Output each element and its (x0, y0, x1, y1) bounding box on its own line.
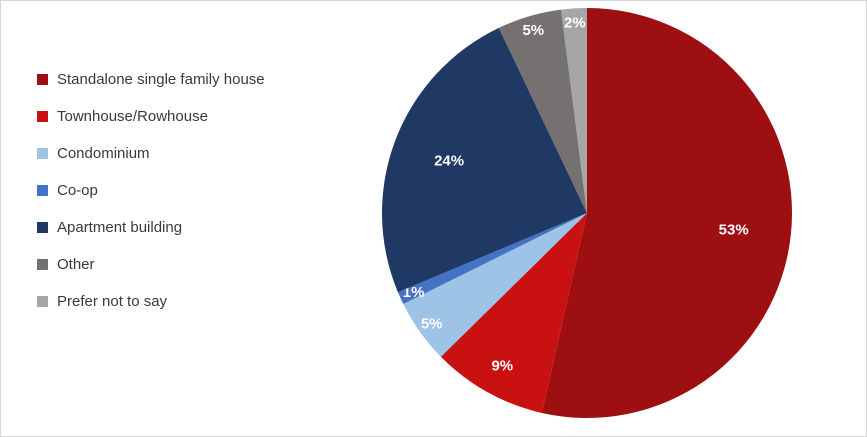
legend-item: Prefer not to say (37, 293, 265, 310)
slice-value-label: 53% (719, 221, 749, 238)
legend-swatch (37, 74, 48, 85)
slice-value-label: 2% (564, 15, 586, 32)
legend-label: Standalone single family house (57, 71, 265, 88)
legend-swatch (37, 296, 48, 307)
legend-item: Co-op (37, 182, 265, 199)
pie-slice-5 (498, 9, 587, 214)
slice-value-label: 24% (434, 152, 464, 169)
legend-swatch (37, 148, 48, 159)
pie-slice-1 (440, 213, 587, 413)
legend-item: Standalone single family house (37, 71, 265, 88)
legend-item: Townhouse/Rowhouse (37, 108, 265, 125)
pie-slice-3 (397, 213, 587, 305)
slice-value-label: 5% (421, 316, 443, 333)
legend-item: Apartment building (37, 219, 265, 236)
slice-value-label: 1% (403, 284, 425, 301)
slice-value-label: 9% (491, 357, 513, 374)
legend-label: Townhouse/Rowhouse (57, 108, 208, 125)
pie-slice-2 (403, 213, 587, 357)
legend-label: Prefer not to say (57, 293, 168, 310)
slice-value-label: 5% (522, 22, 544, 39)
legend-label: Other (57, 256, 95, 273)
legend-swatch (37, 111, 48, 122)
legend-item: Condominium (37, 145, 265, 162)
legend-label: Apartment building (57, 219, 183, 236)
pie-slice-4 (382, 27, 587, 293)
pie-slice-6 (561, 8, 587, 213)
legend-swatch (37, 185, 48, 196)
legend-item: Other (37, 256, 265, 273)
pie-slice-0 (541, 7, 793, 419)
legend-label: Condominium (57, 145, 150, 162)
legend-label: Co-op (57, 182, 98, 199)
legend-swatch (37, 222, 48, 233)
legend-swatch (37, 259, 48, 270)
chart-legend: Standalone single family house Townhouse/… (37, 71, 265, 310)
